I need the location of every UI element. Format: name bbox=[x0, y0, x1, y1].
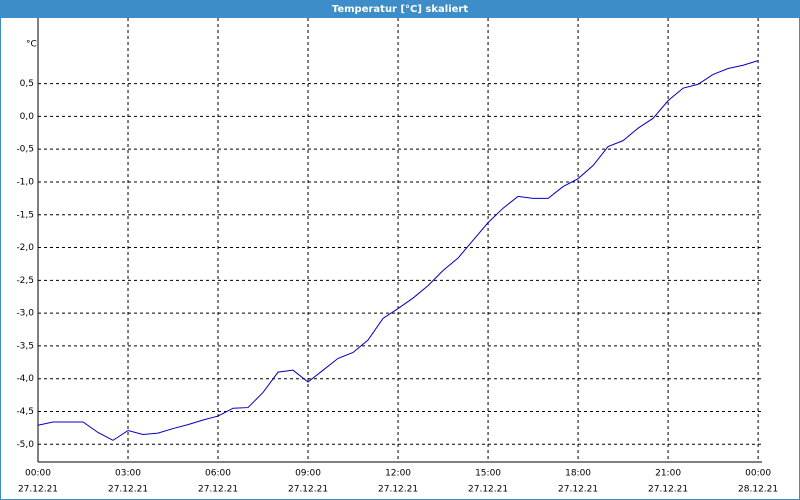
y-tick-label: -2,0 bbox=[16, 243, 34, 253]
x-tick-label: 06:00 bbox=[205, 469, 231, 479]
x-tick-date: 27.12.21 bbox=[648, 485, 688, 495]
data-line bbox=[37, 60, 759, 441]
x-tick-label: 03:00 bbox=[115, 469, 141, 479]
x-tick-date: 28.12.21 bbox=[738, 485, 778, 495]
y-tick-label: -2,5 bbox=[16, 276, 34, 286]
x-tick-label: 09:00 bbox=[295, 469, 321, 479]
x-tick-date: 27.12.21 bbox=[378, 485, 418, 495]
y-tick-label: -4,5 bbox=[16, 407, 34, 417]
x-tick-date: 27.12.21 bbox=[108, 485, 148, 495]
y-tick-label: -5,0 bbox=[16, 440, 34, 450]
y-tick-label: 0,5 bbox=[20, 79, 34, 89]
x-tick-date: 27.12.21 bbox=[18, 485, 58, 495]
y-tick-label: -3,5 bbox=[16, 341, 34, 351]
x-tick-label: 18:00 bbox=[565, 469, 591, 479]
y-unit-label: °C bbox=[26, 40, 37, 50]
chart-title: Temperatur [°C] skaliert bbox=[332, 4, 469, 15]
x-tick-date: 27.12.21 bbox=[198, 485, 238, 495]
y-tick-label: -1,0 bbox=[16, 177, 34, 187]
x-tick-date: 27.12.21 bbox=[468, 485, 508, 495]
x-tick-label: 21:00 bbox=[655, 469, 681, 479]
y-tick-label: -1,5 bbox=[16, 210, 34, 220]
title-bar bbox=[0, 0, 800, 18]
x-tick-label: 12:00 bbox=[385, 469, 411, 479]
x-tick-label: 15:00 bbox=[475, 469, 501, 479]
y-tick-label: -3,0 bbox=[16, 309, 34, 319]
x-tick-label: 00:00 bbox=[25, 469, 51, 479]
x-tick-label: 00:00 bbox=[745, 469, 771, 479]
y-tick-label: -4,0 bbox=[16, 374, 34, 384]
x-tick-date: 27.12.21 bbox=[288, 485, 328, 495]
y-tick-label: -0,5 bbox=[16, 145, 34, 155]
y-tick-label: 0,0 bbox=[20, 112, 35, 122]
x-tick-date: 27.12.21 bbox=[558, 485, 598, 495]
